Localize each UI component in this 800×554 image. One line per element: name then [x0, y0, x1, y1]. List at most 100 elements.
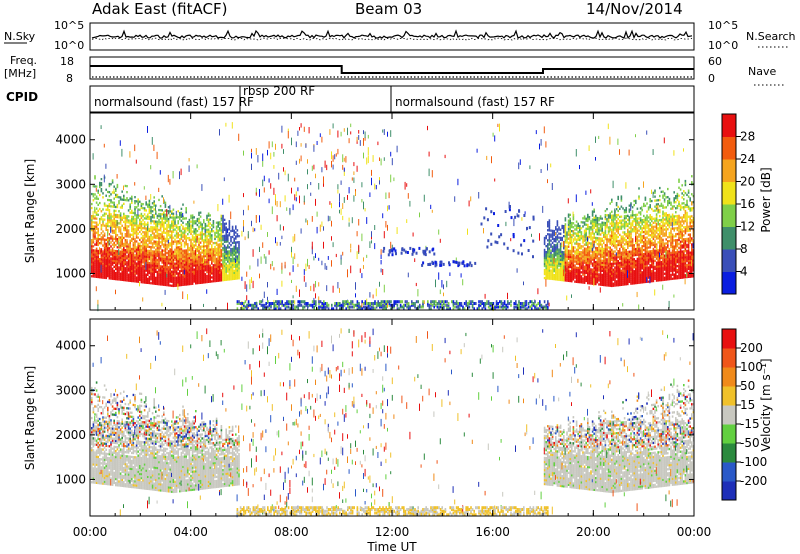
echo-cell [155, 250, 157, 253]
echo-cell [612, 220, 615, 223]
echo-cell [185, 255, 187, 258]
echo-cell [572, 248, 575, 251]
echo-cell [143, 223, 146, 226]
echo-cell [548, 269, 551, 272]
echo-cell [457, 302, 459, 305]
echo-cell [580, 255, 583, 258]
echo-cell [110, 267, 112, 270]
echo-cell [102, 270, 104, 273]
echo-cell [575, 238, 578, 241]
echo-cell [217, 251, 219, 254]
echo-cell [180, 229, 183, 233]
echo-cell [108, 255, 111, 258]
echo-cell [454, 305, 456, 309]
echo-cell [564, 217, 567, 220]
echo-cell [523, 302, 525, 305]
echo-cell [609, 270, 611, 273]
echo-cell [137, 258, 139, 261]
echo-cell [217, 223, 219, 226]
echo-cell [547, 251, 549, 254]
echo-cell [182, 261, 184, 264]
echo-cell [499, 300, 501, 304]
echo-cell [371, 177, 372, 186]
echo-cell [108, 221, 111, 224]
echo-cell [563, 255, 565, 258]
echo-cell [601, 227, 603, 230]
echo-cell [563, 227, 565, 230]
echo-cell [191, 216, 194, 219]
echo-cell [209, 238, 211, 241]
echo-cell [390, 151, 392, 157]
echo-cell [279, 307, 282, 311]
echo-cell [190, 224, 192, 227]
echo-cell [604, 217, 607, 221]
echo-cell [217, 267, 219, 270]
echo-cell [211, 228, 213, 231]
echo-cell [187, 229, 189, 232]
echo-cell [169, 244, 171, 247]
echo-cell [590, 232, 592, 235]
echo-cell [612, 264, 615, 267]
echo-cell [591, 270, 594, 273]
echo-cell [563, 247, 565, 250]
echo-cell [201, 225, 203, 228]
echo-cell [587, 261, 589, 265]
echo-cell [591, 247, 593, 252]
echo-cell [100, 182, 103, 185]
echo-cell [209, 268, 211, 271]
echo-cell [108, 265, 111, 268]
echo-cell [545, 279, 547, 287]
echo-cell [561, 266, 563, 270]
echo-cell [235, 253, 237, 256]
echo-cell [102, 274, 104, 277]
echo-cell [115, 187, 117, 190]
echo-cell [182, 235, 184, 238]
echo-cell [150, 254, 152, 257]
echo-cell [588, 254, 591, 257]
echo-cell [593, 270, 595, 273]
echo-cell [227, 252, 229, 255]
echo-cell [182, 257, 184, 260]
echo-cell [315, 198, 316, 206]
echo-cell [235, 263, 237, 266]
echo-cell [292, 295, 294, 299]
echo-cell [132, 211, 135, 215]
echo-cell [607, 258, 610, 261]
echo-cell [356, 305, 359, 309]
echo-cell [372, 303, 375, 307]
echo-cell [131, 275, 133, 279]
echo-cell [163, 273, 165, 276]
echo-cell [174, 222, 176, 225]
echo-cell [235, 258, 236, 263]
echo-cell [132, 245, 135, 249]
echo-cell [124, 216, 127, 220]
echo-cell [331, 260, 332, 267]
echo-cell [407, 193, 409, 199]
echo-cell [260, 224, 262, 230]
echo-cell [193, 222, 195, 225]
echo-cell [187, 279, 189, 282]
echo-cell [543, 300, 546, 304]
echo-cell [153, 246, 155, 249]
echo-cell [593, 258, 595, 261]
echo-cell [92, 275, 95, 278]
echo-cell [175, 250, 178, 253]
echo-cell [190, 256, 192, 259]
echo-cell [179, 280, 181, 283]
echo-cell [575, 260, 578, 263]
echo-cell [166, 239, 168, 243]
echo-cell [137, 260, 139, 263]
echo-cell [113, 223, 115, 226]
echo-cell [303, 305, 306, 309]
echo-cell [569, 217, 571, 220]
echo-cell [209, 232, 211, 235]
echo-cell [147, 239, 149, 242]
echo-cell [580, 231, 583, 234]
echo-cell [99, 264, 101, 267]
echo-cell [564, 261, 567, 264]
echo-cell [609, 222, 611, 225]
echo-cell [574, 272, 576, 275]
echo-cell [100, 224, 103, 227]
echo-cell [127, 261, 130, 264]
echo-cell [161, 281, 163, 284]
